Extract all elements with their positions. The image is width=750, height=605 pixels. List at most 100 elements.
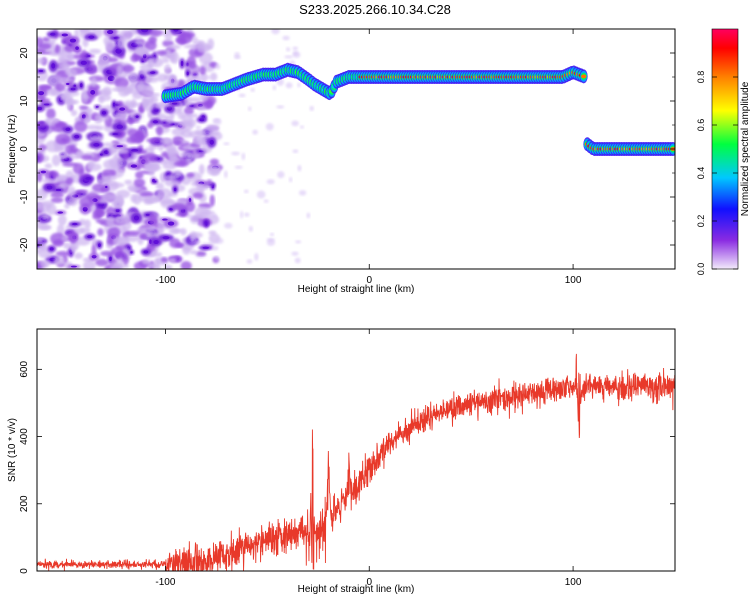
noise-blob (263, 199, 269, 203)
noise-blob (103, 175, 117, 181)
noise-blob (167, 44, 181, 50)
noise-blob (187, 55, 196, 66)
noise-blob (192, 192, 204, 199)
noise-blob-core (135, 115, 139, 118)
noise-blob (165, 48, 171, 56)
noise-blob (186, 172, 195, 178)
snr-series-line (37, 353, 675, 571)
noise-blob (38, 243, 48, 252)
noise-blob-core (104, 185, 108, 189)
noise-blob (80, 49, 88, 59)
noise-blob (153, 102, 165, 109)
noise-blob (37, 202, 43, 207)
noise-blob-core (49, 247, 54, 251)
noise-blob-core (107, 30, 114, 35)
noise-blob (37, 84, 52, 90)
noise-blob (234, 52, 240, 58)
noise-blob-core (90, 90, 96, 95)
snr-frame (36, 328, 676, 572)
noise-blob-core (50, 32, 56, 36)
noise-blob (214, 63, 221, 70)
noise-blob-core (152, 120, 159, 124)
noise-blob (141, 259, 150, 265)
noise-blob-core (153, 239, 159, 245)
noise-blob (124, 118, 140, 124)
noise-blob (196, 251, 207, 256)
noise-blob (238, 93, 246, 98)
noise-blob (50, 197, 64, 203)
noise-blob (148, 29, 164, 37)
noise-blob-core (55, 188, 62, 192)
noise-blob (92, 213, 102, 220)
noise-blob (82, 93, 89, 99)
noise-blob-core (113, 36, 121, 40)
noise-blob (89, 135, 104, 142)
noise-blob (153, 194, 162, 201)
noise-blob-core (153, 180, 157, 183)
noise-blob-core (186, 71, 189, 76)
noise-blob (266, 179, 275, 185)
noise-blob (128, 71, 138, 83)
noise-blob-core (57, 211, 64, 214)
noise-blob (37, 58, 46, 64)
noise-blob-core (180, 61, 184, 67)
noise-blob (128, 102, 141, 107)
noise-blob (309, 105, 314, 111)
snr-y-tick-label: 600 (19, 361, 30, 378)
noise-blob (179, 151, 192, 157)
noise-blob (194, 129, 208, 136)
noise-blob-core (80, 60, 87, 65)
noise-blob-core (70, 87, 76, 91)
noise-blob-core (91, 254, 97, 259)
noise-blob (82, 260, 96, 269)
spectrogram-y-tick-label: 20 (19, 47, 30, 59)
snr-x-tick-label: -100 (155, 577, 175, 588)
noise-blob (269, 232, 275, 237)
noise-blob (174, 170, 182, 178)
noise-blob-core (173, 29, 179, 32)
noise-blob (54, 122, 68, 128)
noise-blob (297, 164, 302, 172)
noise-blob (79, 196, 95, 208)
noise-blob (198, 164, 205, 176)
noise-blob (285, 82, 293, 89)
noise-blob (165, 143, 177, 153)
spectrogram-y-label: Frequency (Hz) (7, 115, 18, 184)
noise-blob (248, 106, 252, 111)
noise-blob (122, 256, 129, 265)
spectrogram-y-tick-label: 10 (19, 95, 30, 107)
noise-blob (197, 105, 207, 112)
noise-blob (180, 129, 193, 138)
noise-blob (37, 152, 45, 163)
noise-blob (67, 196, 78, 207)
noise-blob (298, 190, 307, 196)
colorbar-label: Normalized spectral amplitude (740, 81, 750, 216)
noise-blob (118, 29, 133, 42)
noise-blob-core (82, 206, 88, 212)
noise-blob (194, 206, 211, 219)
noise-blob (41, 178, 56, 184)
noise-blob-core (79, 83, 83, 88)
noise-blob (45, 203, 57, 216)
noise-blob (116, 100, 124, 107)
noise-blob-core (98, 243, 101, 247)
noise-blob (65, 68, 78, 77)
noise-blob (156, 125, 163, 136)
noise-blob (87, 63, 98, 75)
noise-blob-core (205, 221, 208, 226)
snr-x-label: Height of straight line (km) (298, 584, 415, 595)
noise-blob (114, 111, 127, 121)
noise-blob (150, 251, 163, 258)
noise-blob (246, 259, 253, 264)
noise-blob-core (65, 127, 71, 132)
noise-blob-core (69, 38, 77, 43)
colorbar-tick-label: 0.4 (696, 167, 706, 180)
noise-blob (164, 64, 171, 75)
noise-blob (122, 64, 135, 73)
noise-blob-core (142, 53, 147, 59)
noise-blob (168, 258, 176, 263)
noise-blob (98, 89, 111, 96)
noise-blob (40, 98, 51, 104)
noise-blob (211, 245, 219, 251)
noise-blob (98, 95, 105, 104)
